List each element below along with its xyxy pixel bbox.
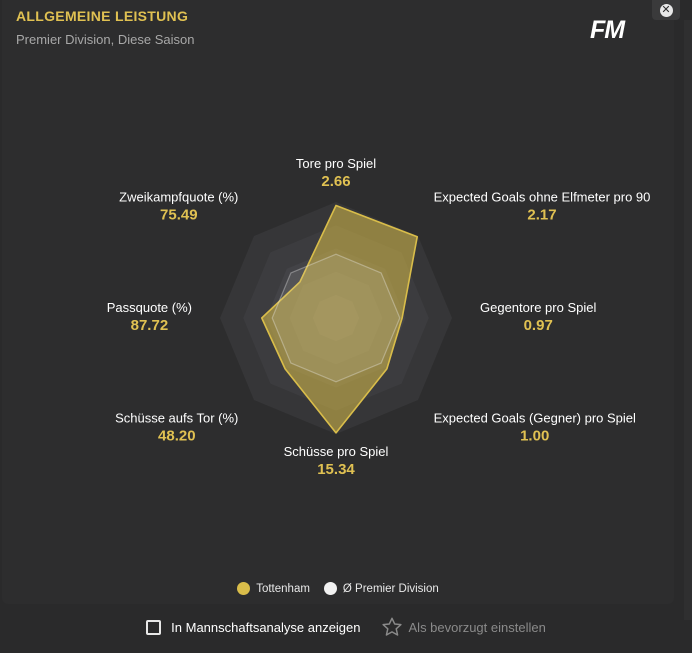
axis-label: Schüsse pro Spiel (284, 444, 389, 459)
legend-swatch-icon (237, 582, 251, 595)
close-button[interactable]: ✕ (652, 0, 680, 20)
scrollbar-track[interactable] (684, 20, 692, 620)
legend-item-tottenham: Tottenham (237, 582, 310, 595)
axis-label: Zweikampfquote (%) (119, 190, 238, 205)
axis-value: 48.20 (158, 427, 196, 444)
axis-label: Gegentore pro Spiel (480, 300, 596, 315)
star-icon (381, 617, 402, 636)
footer-bar: In Mannschaftsanalyse anzeigen Als bevor… (0, 616, 692, 638)
panel-title: ALLGEMEINE LEISTUNG (16, 8, 189, 24)
set-favorite-button[interactable]: Als bevorzugt einstellen (381, 616, 546, 638)
legend-label: Ø Premier Division (342, 582, 439, 595)
axis-label: Tore pro Spiel (296, 156, 376, 171)
axis-value: 15.34 (317, 461, 355, 478)
axis-value: 0.97 (524, 317, 553, 334)
axis-value: 2.17 (527, 207, 556, 224)
axis-value: 75.49 (160, 207, 198, 224)
checkbox-label: In Mannschaftsanalyse anzeigen (171, 619, 361, 635)
checkbox-icon[interactable] (146, 619, 162, 635)
team-analysis-toggle[interactable]: In Mannschaftsanalyse anzeigen (146, 619, 361, 635)
legend-swatch-icon (323, 582, 337, 595)
close-icon: ✕ (659, 3, 673, 17)
axis-value: 1.00 (520, 427, 549, 444)
legend-item-league-average: Ø Premier Division (323, 582, 439, 595)
fm-logo: FM (590, 16, 625, 44)
chart-legend: Tottenham Ø Premier Division (0, 582, 676, 595)
favorite-label: Als bevorzugt einstellen (408, 619, 546, 635)
panel-subtitle: Premier Division, Diese Saison (16, 32, 195, 47)
axis-value: 87.72 (131, 317, 169, 334)
legend-label: Tottenham (256, 582, 310, 595)
series-tottenham-area (260, 204, 419, 434)
axis-label: Passquote (%) (107, 300, 192, 315)
series-league-average-area (271, 253, 401, 383)
axis-label: Expected Goals ohne Elfmeter pro 90 (434, 190, 651, 205)
axis-value: 2.66 (321, 173, 350, 190)
axis-label: Schüsse aufs Tor (%) (115, 410, 238, 425)
axis-label: Expected Goals (Gegner) pro Spiel (434, 410, 636, 425)
